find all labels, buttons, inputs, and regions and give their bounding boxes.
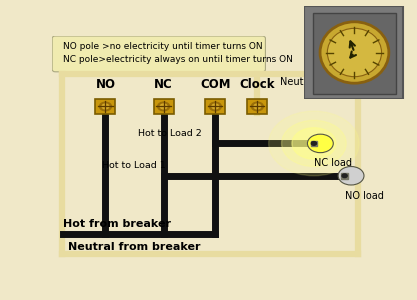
Text: Hot from breaker: Hot from breaker [63,219,171,229]
Circle shape [212,104,219,109]
Circle shape [311,142,317,145]
FancyBboxPatch shape [205,99,225,114]
Text: NC: NC [154,77,173,91]
FancyBboxPatch shape [95,99,116,114]
Text: NO load: NO load [344,191,383,201]
Text: NC load: NC load [314,158,352,168]
Circle shape [251,102,264,111]
Circle shape [307,134,333,153]
Circle shape [292,128,336,159]
Circle shape [338,167,364,185]
FancyBboxPatch shape [52,36,265,72]
Bar [311,141,317,146]
Text: Neutral to load: Neutral to load [280,77,353,87]
Text: NO: NO [95,77,116,91]
Text: NO pole >no electricity until timer turns ON
NC pole>electricity always on until: NO pole >no electricity until timer turn… [63,42,293,64]
Circle shape [99,102,111,111]
Circle shape [158,102,170,111]
Text: Hot to Load 1: Hot to Load 1 [102,161,166,170]
Text: COM: COM [200,77,231,91]
FancyBboxPatch shape [313,13,396,94]
Text: Neutral from breaker: Neutral from breaker [68,242,201,252]
Text: Hot to Load 2: Hot to Load 2 [138,129,201,138]
FancyBboxPatch shape [304,6,403,99]
Circle shape [281,120,346,167]
Circle shape [327,28,382,77]
Circle shape [254,104,261,109]
FancyBboxPatch shape [247,99,267,114]
Circle shape [102,104,109,109]
Circle shape [269,111,359,176]
Circle shape [160,104,167,109]
Text: Clock: Clock [240,77,275,91]
Circle shape [209,102,221,111]
Bar [342,173,348,178]
FancyBboxPatch shape [153,99,173,114]
Circle shape [320,22,389,83]
Circle shape [342,174,347,178]
